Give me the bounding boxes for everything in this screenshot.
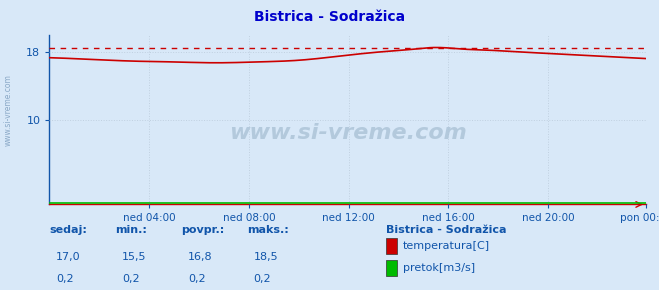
Text: www.si-vreme.com: www.si-vreme.com (3, 74, 13, 146)
Text: 17,0: 17,0 (56, 252, 80, 262)
Text: pretok[m3/s]: pretok[m3/s] (403, 262, 474, 273)
Text: 15,5: 15,5 (122, 252, 146, 262)
Text: Bistrica - Sodražica: Bistrica - Sodražica (386, 225, 506, 235)
Text: Bistrica - Sodražica: Bistrica - Sodražica (254, 10, 405, 24)
Text: sedaj:: sedaj: (49, 225, 87, 235)
Text: 0,2: 0,2 (56, 274, 74, 284)
Text: min.:: min.: (115, 225, 147, 235)
Text: temperatura[C]: temperatura[C] (403, 241, 490, 251)
Text: 16,8: 16,8 (188, 252, 212, 262)
Text: maks.:: maks.: (247, 225, 289, 235)
Text: 0,2: 0,2 (122, 274, 140, 284)
Text: www.si-vreme.com: www.si-vreme.com (229, 123, 467, 143)
Text: 0,2: 0,2 (254, 274, 272, 284)
Text: povpr.:: povpr.: (181, 225, 225, 235)
Text: 0,2: 0,2 (188, 274, 206, 284)
Text: 18,5: 18,5 (254, 252, 278, 262)
